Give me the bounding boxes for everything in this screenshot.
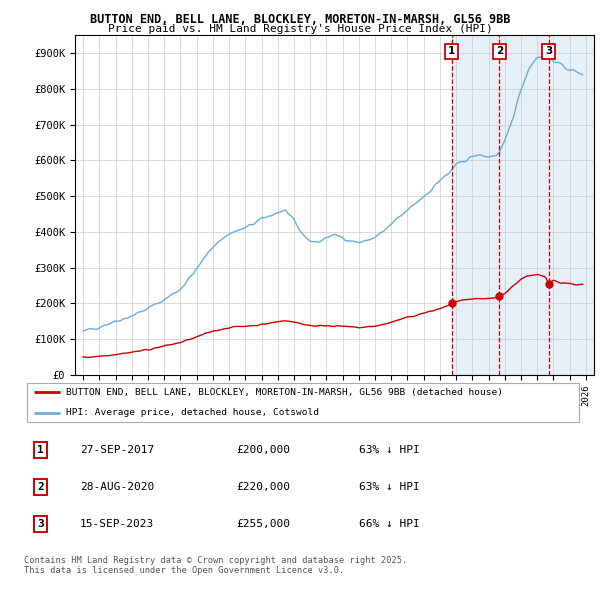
Text: 1: 1	[37, 445, 44, 455]
Text: 2: 2	[37, 482, 44, 492]
Text: 3: 3	[37, 519, 44, 529]
Text: 63% ↓ HPI: 63% ↓ HPI	[359, 445, 419, 455]
Text: 1: 1	[448, 47, 455, 57]
Text: £220,000: £220,000	[236, 482, 290, 492]
Text: 2: 2	[496, 47, 503, 57]
Text: 28-AUG-2020: 28-AUG-2020	[80, 482, 154, 492]
Text: 63% ↓ HPI: 63% ↓ HPI	[359, 482, 419, 492]
Text: £255,000: £255,000	[236, 519, 290, 529]
Text: 27-SEP-2017: 27-SEP-2017	[80, 445, 154, 455]
Text: 66% ↓ HPI: 66% ↓ HPI	[359, 519, 419, 529]
Text: £200,000: £200,000	[236, 445, 290, 455]
Text: Price paid vs. HM Land Registry's House Price Index (HPI): Price paid vs. HM Land Registry's House …	[107, 24, 493, 34]
Text: Contains HM Land Registry data © Crown copyright and database right 2025.
This d: Contains HM Land Registry data © Crown c…	[24, 556, 407, 575]
Text: BUTTON END, BELL LANE, BLOCKLEY, MORETON-IN-MARSH, GL56 9BB (detached house): BUTTON END, BELL LANE, BLOCKLEY, MORETON…	[66, 388, 503, 396]
Text: 15-SEP-2023: 15-SEP-2023	[80, 519, 154, 529]
Text: 3: 3	[545, 47, 553, 57]
FancyBboxPatch shape	[27, 383, 579, 422]
Text: BUTTON END, BELL LANE, BLOCKLEY, MORETON-IN-MARSH, GL56 9BB: BUTTON END, BELL LANE, BLOCKLEY, MORETON…	[90, 13, 510, 26]
Bar	[452, 35, 594, 375]
Text: HPI: Average price, detached house, Cotswold: HPI: Average price, detached house, Cots…	[66, 408, 319, 417]
